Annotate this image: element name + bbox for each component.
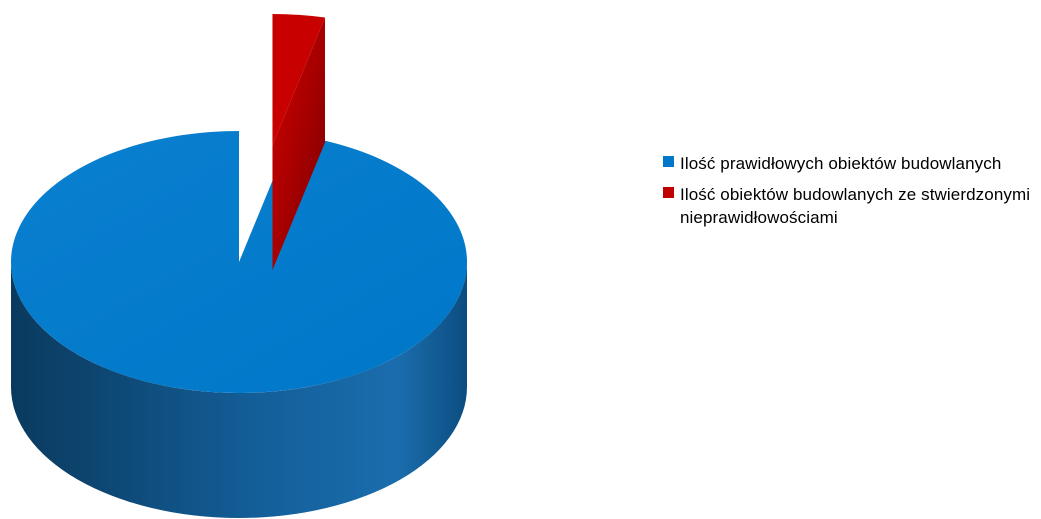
pie-slice-top — [10, 131, 468, 394]
legend-item: Ilość prawidłowych obiektów budowlanych — [663, 152, 1033, 175]
legend-swatch-blue — [663, 156, 674, 167]
pie-slice-side — [11, 262, 467, 518]
pie-slice-red-top — [272, 14, 326, 145]
legend-label: Ilość obiektów budowlanych ze stwierdzon… — [680, 185, 1031, 227]
legend-label: Ilość prawidłowych obiektów budowlanych — [680, 154, 1002, 173]
legend-item: Ilość obiektów budowlanych ze stwierdzon… — [663, 183, 1033, 229]
chart-legend: Ilość prawidłowych obiektów budowlanych … — [663, 152, 1033, 237]
pie-slice-red-face — [272, 17, 326, 271]
legend-swatch-red — [663, 187, 674, 198]
